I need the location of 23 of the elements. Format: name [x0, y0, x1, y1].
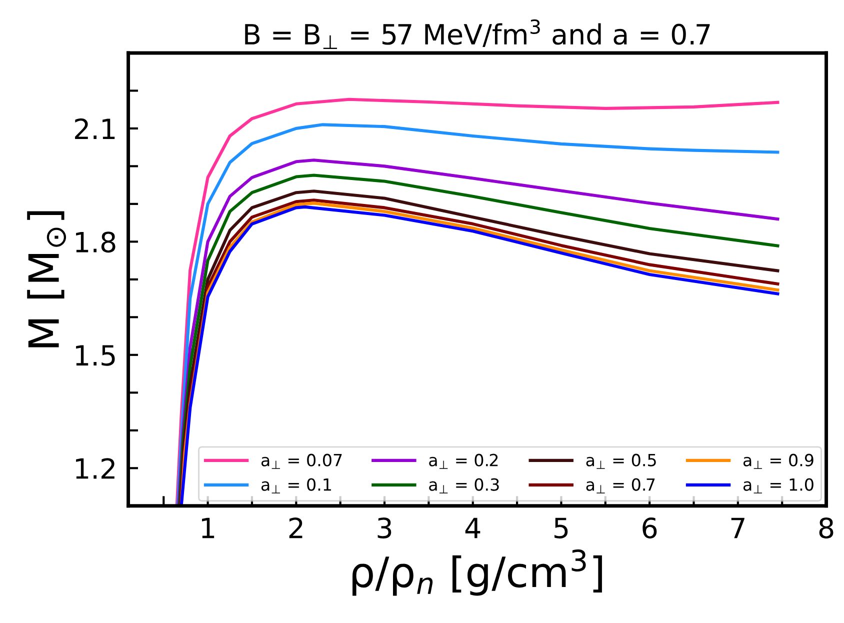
legend-label: a$_{⊥}$ = 1.0 — [743, 478, 814, 494]
x-tick-label: 5 — [554, 518, 568, 538]
legend-label: a$_{⊥}$ = 0.3 — [429, 478, 499, 494]
legend-label: a$_{⊥}$ = 0.5 — [586, 454, 656, 469]
x-tick-label: 7 — [731, 518, 744, 538]
legend-label: a$_{⊥}$ = 0.07 — [261, 454, 342, 469]
legend-label: a$_{⊥}$ = 0.1 — [261, 478, 331, 494]
y-tick-label: 2.1 — [75, 118, 115, 139]
x-tick-label: 4 — [465, 518, 480, 538]
x-tick-label: 3 — [378, 517, 392, 538]
x-axis-title: ρ/ρ$_{n}$ [g/cm$^{3}$] — [352, 549, 602, 596]
legend-label: a$_{⊥}$ = 0.2 — [429, 454, 498, 469]
legend-label: a$_{⊥}$ = 0.9 — [743, 454, 814, 469]
chart-title: B = B$_{⊥}$ = 57 MeV/fm$^{3}$ and a = 0.7 — [245, 19, 710, 49]
x-tick-label: 8 — [819, 517, 834, 538]
x-tick-label: 2 — [289, 517, 302, 538]
legend-label: a$_{⊥}$ = 0.7 — [586, 478, 655, 494]
y-axis-title: M [M$_{⊙}$] — [27, 211, 66, 348]
y-tick-label: 1.8 — [76, 232, 116, 253]
x-tick-label: 1 — [202, 518, 214, 538]
y-tick-label: 1.2 — [76, 458, 114, 479]
y-tick-label: 1.5 — [76, 345, 115, 366]
x-tick-label: 6 — [642, 517, 657, 538]
